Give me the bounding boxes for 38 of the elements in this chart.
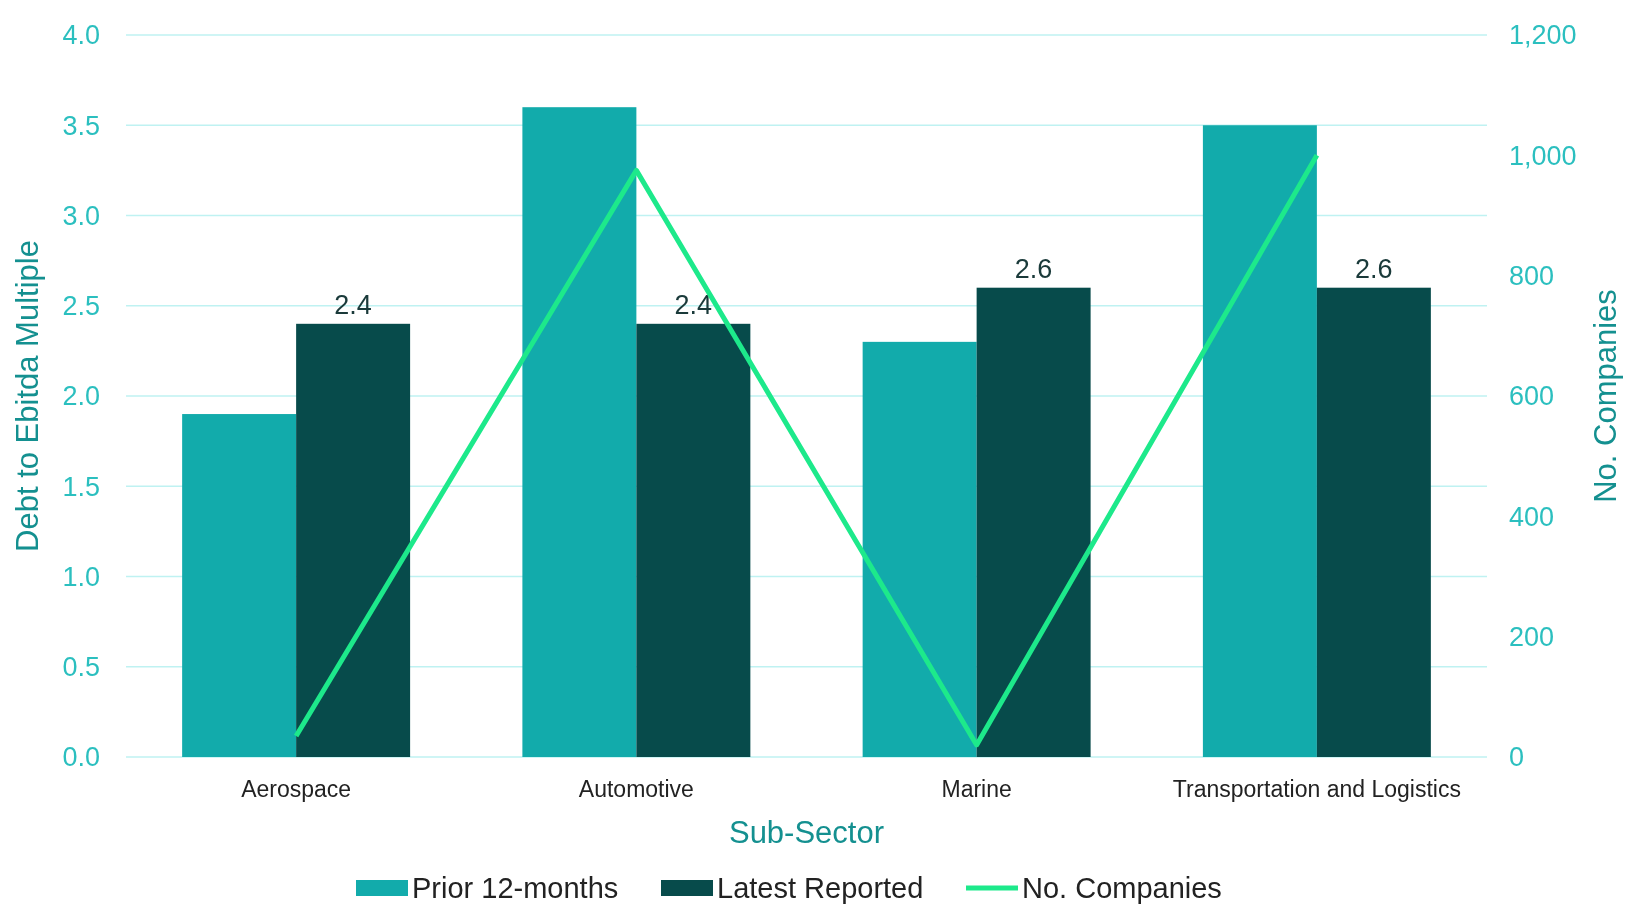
x-tick-label: Automotive <box>578 776 694 802</box>
bar <box>1316 287 1431 757</box>
legend-label: Latest Reported <box>717 872 924 905</box>
y-tick-label: 3.5 <box>62 110 100 141</box>
bar <box>976 287 1091 757</box>
y-axis-title: Debt to Ebitda Multiple <box>10 240 45 552</box>
y2-tick-label: 600 <box>1509 381 1555 412</box>
y2-axis-title: No. Companies <box>1588 289 1623 503</box>
y-tick-label: 4.0 <box>62 20 100 51</box>
data-label: 2.4 <box>334 289 372 320</box>
y2-tick-label: 0 <box>1509 742 1525 773</box>
data-label: 2.4 <box>674 289 713 320</box>
x-tick-label: Transportation and Logistics <box>1172 776 1461 802</box>
x-axis-title: Sub-Sector <box>728 815 885 850</box>
y2-tick-label: 1,000 <box>1509 140 1577 171</box>
y-tick-label: 1.5 <box>62 471 100 502</box>
bar <box>522 107 637 757</box>
y2-tick-label: 1,200 <box>1509 20 1577 51</box>
x-tick-label: Marine <box>941 776 1012 802</box>
y2-tick-label: 200 <box>1509 622 1555 653</box>
y-tick-label: 1.0 <box>62 561 100 592</box>
bar <box>296 323 411 757</box>
y2-tick-label: 400 <box>1509 501 1555 532</box>
y-tick-label: 0.5 <box>62 652 100 683</box>
data-label: 2.6 <box>1355 253 1393 284</box>
y-tick-label: 2.5 <box>62 291 100 322</box>
bar <box>1202 125 1317 757</box>
y2-tick-label: 800 <box>1509 261 1555 292</box>
bar <box>862 341 977 757</box>
data-label: 2.6 <box>1014 253 1053 284</box>
legend-label: No. Companies <box>1022 872 1222 905</box>
bar <box>182 414 297 757</box>
y-tick-label: 0.0 <box>62 742 100 773</box>
y-tick-label: 2.0 <box>62 381 100 412</box>
y-tick-label: 3.0 <box>62 200 100 231</box>
legend-label: Prior 12-months <box>412 872 619 905</box>
x-tick-label: Aerospace <box>241 776 352 802</box>
bar <box>636 323 751 757</box>
